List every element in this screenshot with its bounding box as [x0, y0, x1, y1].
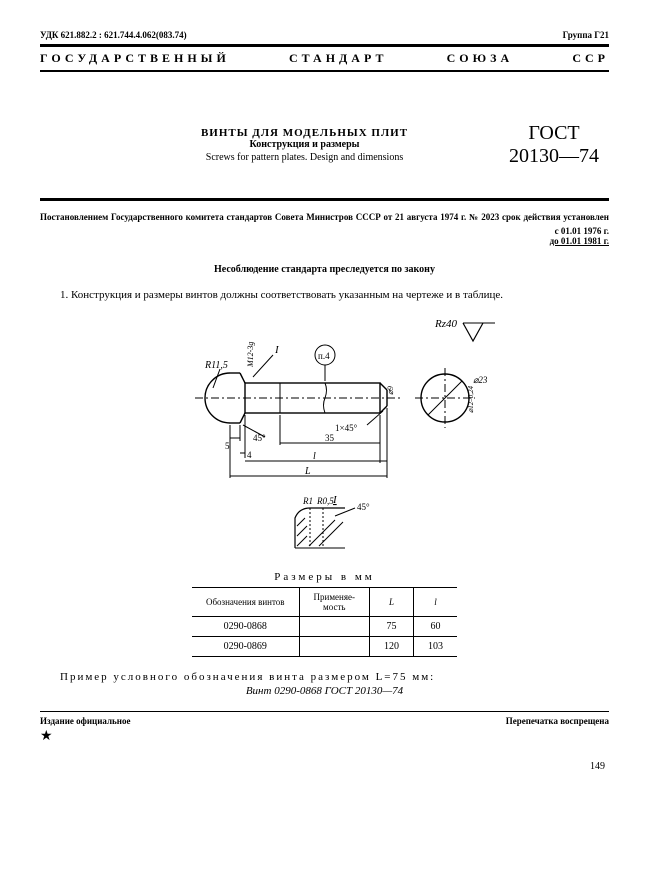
example-line1: Пример условного обозначения винта разме… [40, 671, 609, 683]
law-note: Несоблюдение стандарта преследуется по з… [40, 264, 609, 275]
validity-to: до 01.01 1981 г. [550, 236, 609, 246]
drawing-svg: Rz40 [125, 313, 525, 563]
technical-drawing: Rz40 [40, 313, 609, 563]
label-r115: R11,5 [204, 360, 228, 371]
cell-L: 120 [370, 636, 414, 656]
table-header-row: Обозначения винтов Применяе- мость L l [192, 587, 457, 616]
udk-code: УДК 621.882.2 : 621.744.4.062(083.74) [40, 30, 187, 40]
page: УДК 621.882.2 : 621.744.4.062(083.74) Гр… [0, 0, 649, 792]
star-icon: ★ [40, 728, 609, 745]
table-caption: Размеры в мм [40, 571, 609, 583]
validity-block: с 01.01 1976 г. до 01.01 1981 г. [40, 226, 609, 246]
dim-35: 35 [325, 433, 335, 443]
title-left: ВИНТЫ ДЛЯ МОДЕЛЬНЫХ ПЛИТ Конструкция и р… [40, 127, 509, 163]
title-block: ВИНТЫ ДЛЯ МОДЕЛЬНЫХ ПЛИТ Конструкция и р… [40, 122, 609, 168]
detail-mark-I: I [274, 344, 280, 356]
detail-45: 45° [357, 502, 370, 512]
validity-from: с 01.01 1976 г. [555, 226, 609, 236]
detail-r1: R1 [302, 496, 313, 506]
label-rz: Rz40 [434, 318, 458, 330]
dim-l: l [313, 451, 316, 462]
title-en: Screws for pattern plates. Design and di… [100, 152, 509, 163]
cell-designation: 0290-0869 [192, 636, 299, 656]
example-line2: Винт 0290-0868 ГОСТ 20130—74 [40, 685, 609, 697]
group-code: Группа Г21 [563, 30, 609, 40]
title-main: ВИНТЫ ДЛЯ МОДЕЛЬНЫХ ПЛИТ [100, 127, 509, 139]
cell-designation: 0290-0868 [192, 616, 299, 636]
footer-left: Издание официальное [40, 716, 130, 726]
title-sub: Конструкция и размеры [100, 139, 509, 150]
dim-d9: ⌀9 [386, 386, 395, 395]
cell-l: 103 [414, 636, 458, 656]
footer-right: Перепечатка воспрещена [506, 716, 609, 726]
dimensions-table: Обозначения винтов Применяе- мость L l 0… [192, 587, 457, 657]
cell-applicability [299, 616, 369, 636]
rule-1 [40, 198, 609, 201]
gost-label: ГОСТ [509, 122, 599, 145]
th-designation: Обозначения винтов [192, 587, 299, 616]
dim-d23: ⌀23 [473, 375, 488, 385]
th-l: l [414, 587, 458, 616]
dim-5: 5 [225, 441, 230, 451]
header-banner: ГОСУДАРСТВЕННЫЙ СТАНДАРТ СОЮЗА ССР [40, 44, 609, 72]
page-number: 149 [40, 761, 609, 772]
table-row: 0290-0868 75 60 [192, 616, 457, 636]
label-thread: М12-3g [246, 341, 255, 367]
top-meta-row: УДК 621.882.2 : 621.744.4.062(083.74) Гр… [40, 30, 609, 40]
decree-text: Постановлением Государственного комитета… [40, 211, 609, 224]
dim-d12: ⌀12–0,24 [467, 385, 475, 412]
paragraph-1: 1. Конструкция и размеры винтов должны с… [40, 289, 609, 301]
cell-L: 75 [370, 616, 414, 636]
label-p4: п.4 [318, 351, 330, 361]
th-L: L [370, 587, 414, 616]
gost-number: ГОСТ 20130—74 [509, 122, 609, 168]
dim-L: L [304, 466, 311, 477]
detail-r05: R0,5 [316, 496, 334, 506]
cell-l: 60 [414, 616, 458, 636]
table-row: 0290-0869 120 103 [192, 636, 457, 656]
bottom-rule [40, 711, 609, 712]
dim-4: 4 [247, 450, 252, 460]
footer-row: Издание официальное Перепечатка воспреще… [40, 716, 609, 726]
gost-num: 20130—74 [509, 145, 599, 168]
cell-applicability [299, 636, 369, 656]
dim-1x45: 1×45° [335, 423, 358, 433]
th-applicability: Применяе- мость [299, 587, 369, 616]
